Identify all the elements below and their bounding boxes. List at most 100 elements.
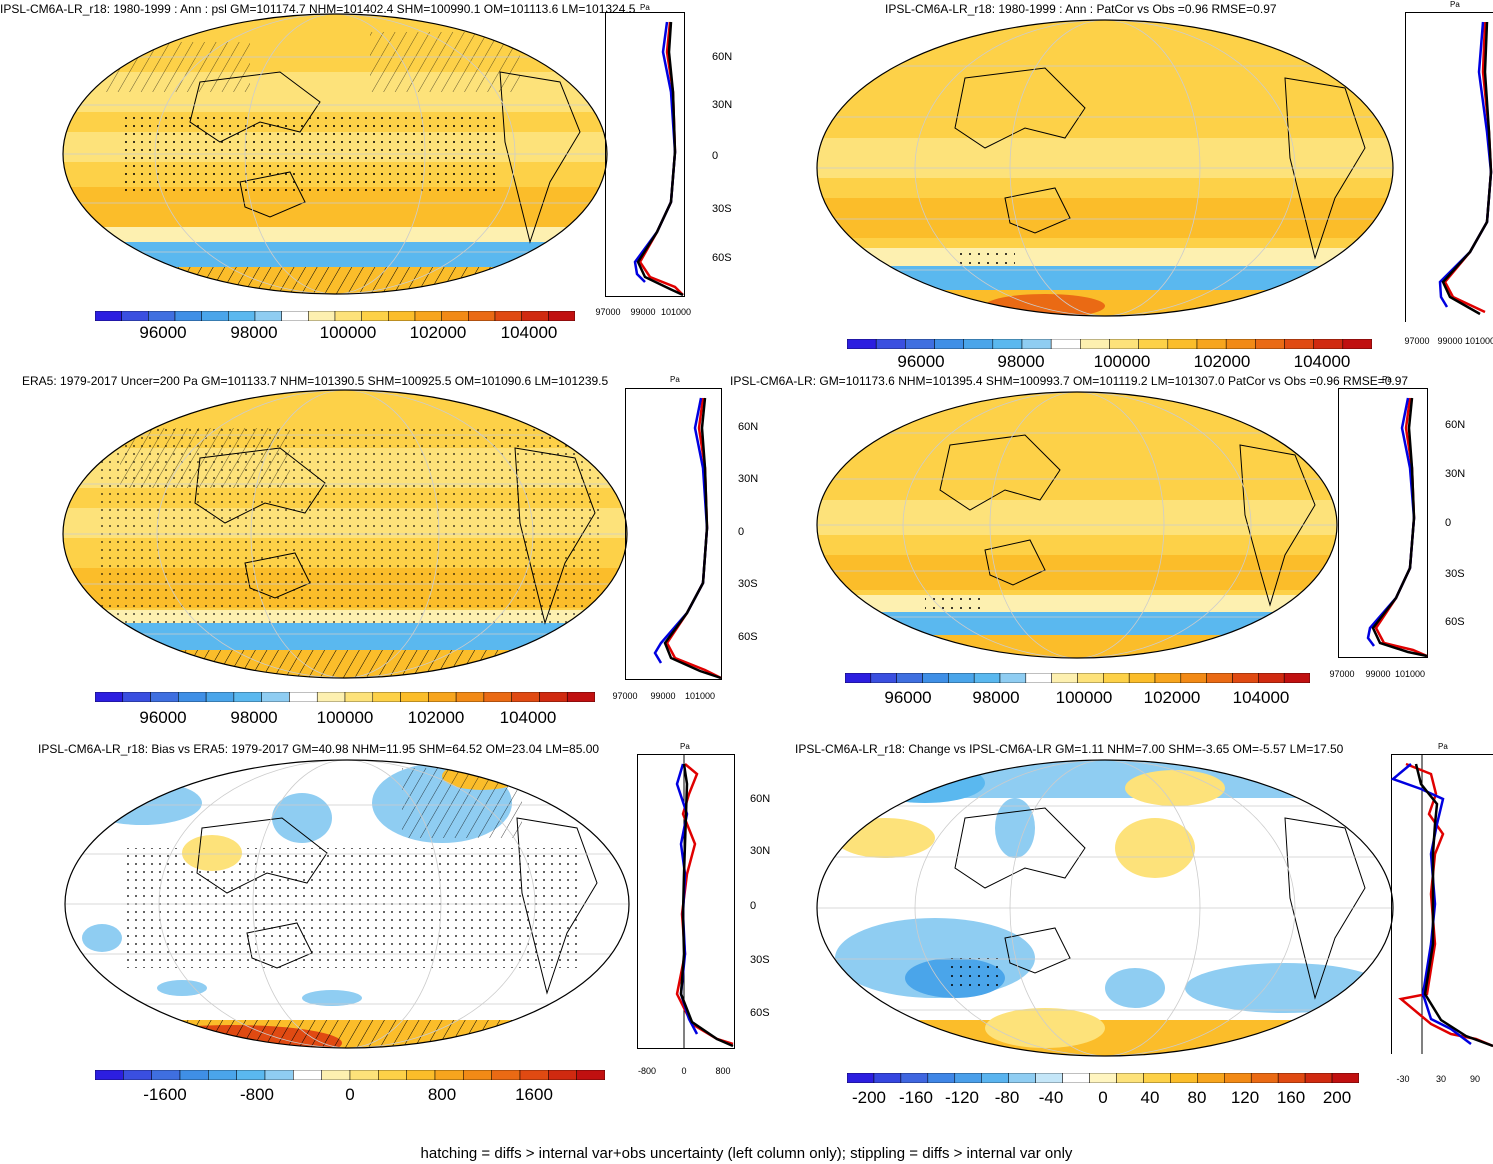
colorbar-swatch <box>999 673 1027 683</box>
colorbar-labels: -1600 -800 0 800 1600 <box>95 1085 605 1105</box>
colorbar-label: -160 <box>898 1088 934 1107</box>
colorbar-swatch <box>922 673 949 683</box>
colorbar-label: -200 <box>851 1088 887 1107</box>
colorbar-swatch <box>511 692 540 702</box>
colorbar-swatch <box>233 692 262 702</box>
colorbar-label: 98000 <box>997 352 1045 371</box>
colorbar-label: 102000 <box>1193 352 1251 371</box>
profile-xtick: 101000 <box>1394 669 1426 679</box>
lat-label: 0 <box>750 900 757 912</box>
colorbar-swatch <box>1035 1073 1063 1083</box>
panel-title: IPSL-CM6A-LR_r18: 1980-1999 : Ann : psl … <box>0 2 636 16</box>
colorbar-swatch <box>1283 673 1310 683</box>
units-label: Pa <box>1450 0 1460 9</box>
lat-label: 0 <box>1445 517 1452 529</box>
colorbar-swatch <box>1109 339 1139 349</box>
profile-xtick: -30 <box>1396 1074 1410 1084</box>
panel-title: IPSL-CM6A-LR_r18: Change vs IPSL-CM6A-LR… <box>795 742 1344 756</box>
colorbar-swatch <box>847 339 877 349</box>
colorbar-swatch <box>1180 673 1207 683</box>
colorbar-swatch <box>148 311 176 321</box>
lat-label: 30S <box>738 578 758 590</box>
lat-label: 60S <box>750 1007 770 1019</box>
colorbar-swatch <box>992 339 1023 349</box>
colorbar <box>847 1073 1359 1083</box>
colorbar-swatch <box>334 311 362 321</box>
colorbar-swatch <box>174 311 202 321</box>
lat-label: 60N <box>738 421 759 433</box>
lat-label: 0 <box>712 150 719 162</box>
colorbar-swatch <box>441 311 469 321</box>
colorbar-swatch <box>406 1070 436 1080</box>
profile-xtick: 99000 <box>650 691 676 701</box>
colorbar-swatch <box>1197 1073 1225 1083</box>
colorbar-swatch <box>1025 673 1052 683</box>
colorbar-swatch <box>1170 1073 1198 1083</box>
map-ensemble <box>816 391 1338 659</box>
colorbar-swatch <box>896 673 923 683</box>
profile-xtick: 101000 <box>1464 336 1493 346</box>
colorbar-label: -1600 <box>143 1085 187 1104</box>
colorbar-swatch <box>123 1070 152 1080</box>
colorbar-label: 98000 <box>972 688 1020 707</box>
colorbar-swatch <box>1196 339 1227 349</box>
colorbar-swatch <box>1050 339 1081 349</box>
units-label: Pa <box>1438 742 1448 751</box>
colorbar-label: 0 <box>1098 1088 1108 1107</box>
lat-label: 60S <box>738 631 758 643</box>
colorbar-swatch <box>388 311 416 321</box>
panel-patcor: IPSL-CM6A-LR_r18: 1980-1999 : Ann : PatC… <box>745 0 1493 371</box>
colorbar-swatch <box>576 1070 605 1080</box>
colorbar-swatch <box>1284 339 1314 349</box>
lat-label: 30S <box>750 954 770 966</box>
zonal-profile-ensemble <box>1338 388 1428 658</box>
colorbar-swatch <box>293 1070 322 1080</box>
colorbar-swatch <box>548 1070 577 1080</box>
profile-xtick: 0 <box>681 1066 687 1076</box>
zonal-profile-patcor <box>1405 12 1493 322</box>
colorbar-swatch <box>468 311 496 321</box>
colorbar-label: -120 <box>944 1088 980 1107</box>
colorbar-swatch <box>1224 1073 1252 1083</box>
colorbar-swatch <box>1008 1073 1036 1083</box>
colorbar-label: 160 <box>1276 1088 1306 1107</box>
profile-xtick: 101000 <box>684 691 716 701</box>
colorbar-swatch <box>378 1070 407 1080</box>
colorbar-swatch <box>1143 1073 1171 1083</box>
panel-title: IPSL-CM6A-LR_r18: 1980-1999 : Ann : PatC… <box>885 2 1277 16</box>
colorbar-swatch <box>973 673 1001 683</box>
colorbar-swatch <box>208 1070 237 1080</box>
map-bias <box>64 759 630 1049</box>
colorbar-swatch <box>1255 339 1285 349</box>
colorbar-swatch <box>1250 1073 1279 1083</box>
colorbar-label: 102000 <box>407 708 465 727</box>
colorbar-swatch <box>548 311 575 321</box>
lat-label: 60S <box>1445 616 1465 628</box>
profile-xtick: 30 <box>1435 1074 1447 1084</box>
colorbar-swatch <box>1062 1073 1090 1083</box>
colorbar-label: 100000 <box>1055 688 1113 707</box>
colorbar-swatch <box>934 339 964 349</box>
colorbar <box>845 673 1310 683</box>
colorbar-label: 200 <box>1322 1088 1352 1107</box>
panel-bias: IPSL-CM6A-LR_r18: Bias vs ERA5: 1979-201… <box>0 738 770 1118</box>
colorbar-swatch <box>289 692 318 702</box>
units-label: Pa <box>1382 375 1392 384</box>
colorbar-label: 0 <box>345 1085 355 1104</box>
colorbar-swatch <box>1342 339 1372 349</box>
colorbar-swatch <box>1116 1073 1144 1083</box>
panel-ensemble: IPSL-CM6A-LR: GM=101173.6 NHM=101395.4 S… <box>730 370 1493 730</box>
colorbar-label: 100000 <box>1093 352 1151 371</box>
colorbar-swatch <box>254 311 282 321</box>
colorbar-label: 96000 <box>897 352 945 371</box>
units-label: Pa <box>670 375 680 384</box>
lat-label: 60S <box>712 252 732 264</box>
colorbar-swatch <box>428 692 457 702</box>
colorbar-swatch <box>151 1070 181 1080</box>
colorbar-swatch <box>1331 1073 1359 1083</box>
colorbar-swatch <box>1138 339 1169 349</box>
colorbar-swatch <box>483 692 512 702</box>
map-change <box>816 759 1394 1057</box>
colorbar-swatch <box>178 692 207 702</box>
profile-xtick: 99000 <box>630 307 656 317</box>
